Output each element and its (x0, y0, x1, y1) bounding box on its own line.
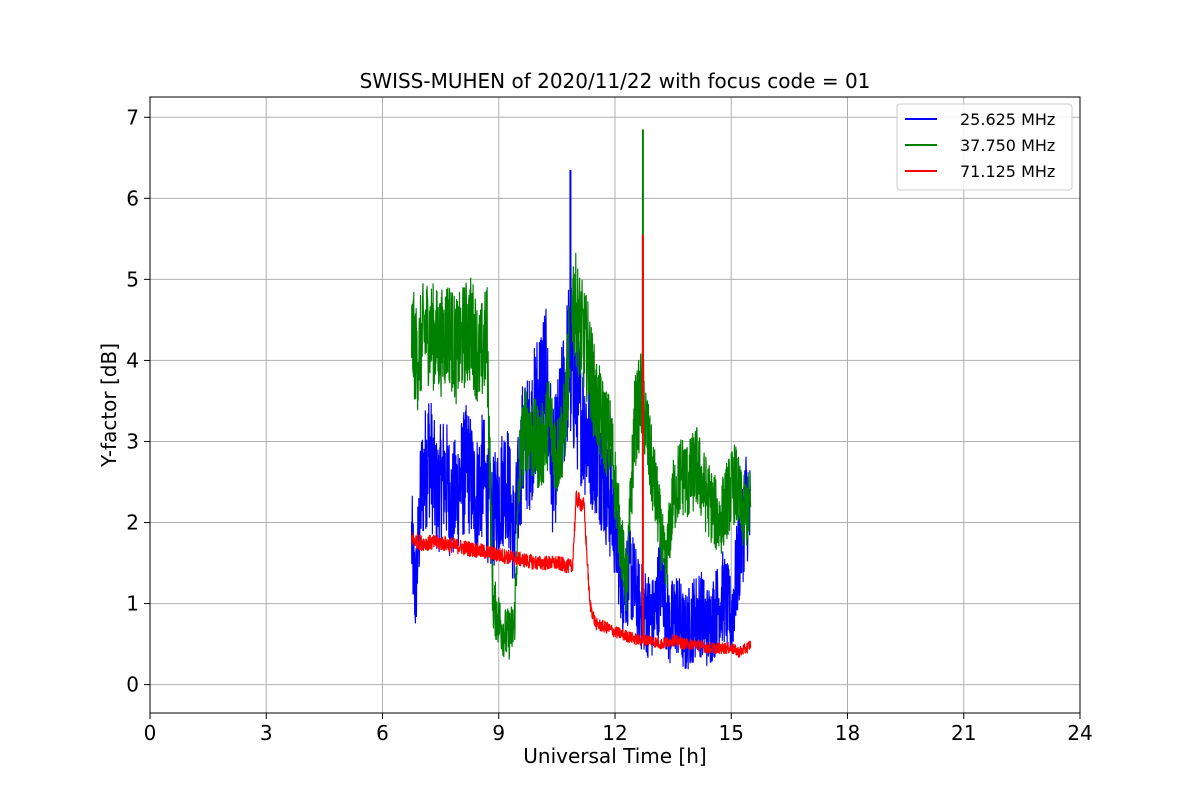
y-tick-label: 0 (126, 673, 139, 697)
legend-label: 25.625 MHz (960, 110, 1055, 129)
x-tick-label: 6 (376, 721, 389, 745)
x-tick-label: 0 (144, 721, 157, 745)
legend-label: 37.750 MHz (960, 136, 1055, 155)
series-layer (410, 129, 752, 670)
y-tick-label: 2 (126, 511, 139, 535)
x-tick-label: 15 (719, 721, 744, 745)
y-axis-label: Y-factor [dB] (97, 343, 121, 468)
series-line (410, 252, 752, 660)
chart-title: SWISS-MUHEN of 2020/11/22 with focus cod… (360, 69, 871, 93)
legend-box (896, 103, 1073, 191)
x-tick-label: 12 (602, 721, 627, 745)
y-tick-label: 1 (126, 592, 139, 616)
series-line (411, 490, 752, 658)
legend: 25.625 MHz 37.750 MHz 71.125 MHz (896, 103, 1073, 191)
y-tick-label: 5 (126, 267, 139, 291)
y-tick-label: 7 (126, 105, 139, 129)
x-tick-label: 9 (492, 721, 505, 745)
grid-lines (149, 97, 1081, 713)
x-tick-label: 18 (835, 721, 860, 745)
x-tick-label: 3 (260, 721, 273, 745)
legend-label: 71.125 MHz (960, 162, 1055, 181)
y-tick-label: 6 (126, 186, 139, 210)
y-tick-label: 4 (126, 348, 139, 372)
x-tick-label: 21 (951, 721, 976, 745)
y-tick-label: 3 (126, 429, 139, 453)
x-tick-label: 24 (1067, 721, 1092, 745)
x-axis-label: Universal Time [h] (523, 744, 706, 768)
series-line (410, 289, 752, 670)
